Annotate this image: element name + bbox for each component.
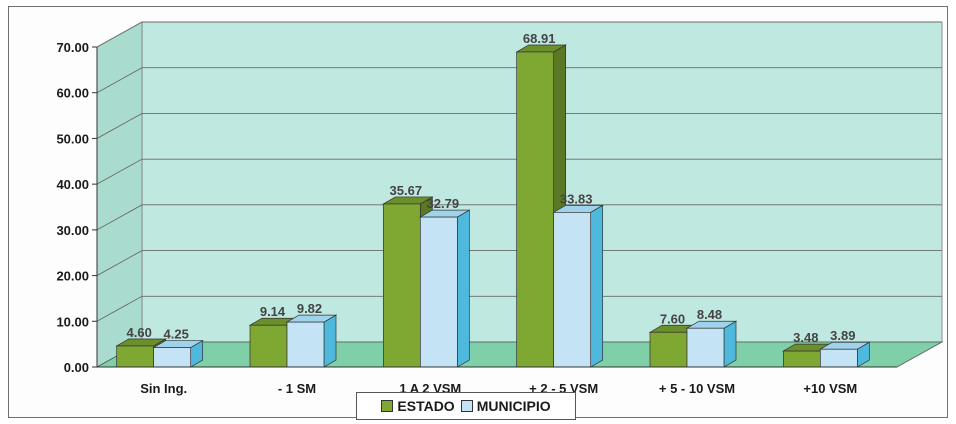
data-label-estado: 9.14 [260,304,286,319]
gridline [96,158,942,185]
bar-estado [249,324,288,368]
bar-municipio [286,321,325,368]
legend: ESTADO MUNICIPIO [356,392,576,420]
y-tick-label: 10.00 [56,314,89,329]
data-label-municipio: 33.83 [560,191,593,206]
gridline [96,112,942,139]
chart-frame: 0.00 10.00 20.00 30.00 40.00 50.00 60.00 70.00 4… [8,6,948,418]
gridline [96,67,942,94]
data-label-estado: 7.60 [660,311,685,326]
data-label-estado: 68.91 [523,31,556,46]
legend-label-municipio: MUNICIPIO [476,398,551,414]
x-category-label: Sin Ing. [140,381,187,396]
data-label-estado: 35.67 [390,183,423,198]
bar-estado [116,345,155,368]
legend-swatch-municipio [460,400,473,412]
gridline [96,295,942,322]
legend-swatch-estado [381,400,394,412]
y-tick-label: 50.00 [56,131,89,146]
y-tick-label: 60.00 [56,86,89,101]
bar-estado [782,350,821,368]
bar-municipio [686,327,725,368]
data-label-municipio: 4.25 [164,327,189,342]
data-label-municipio: 3.89 [830,328,855,343]
gridline [96,21,942,48]
data-label-municipio: 9.82 [297,301,322,316]
data-label-municipio: 32.79 [427,196,460,211]
bar-municipio [153,347,192,368]
bar-side-municipio [323,314,337,368]
bar-side-municipio [723,320,737,368]
legend-item-municipio: MUNICIPIO [460,398,551,414]
gridline [96,250,942,276]
data-label-municipio: 8.48 [697,307,722,322]
y-tick-label: 20.00 [56,269,89,284]
gridline [96,204,942,231]
bar-municipio [819,348,858,368]
y-tick-label: 0.00 [64,360,89,375]
bar-estado [382,203,421,368]
x-category-label: +10 VSM [803,381,857,396]
bar-side-municipio [590,204,604,368]
bar-municipio [553,211,592,368]
data-label-estado: 4.60 [127,325,152,340]
x-category-label: + 5 - 10 VSM [659,381,735,396]
legend-item-estado: ESTADO [381,398,455,414]
bar-estado [649,331,688,368]
data-label-estado: 3.48 [793,330,818,345]
bar-chart: 0.00 10.00 20.00 30.00 40.00 50.00 60.00 70.00 4… [56,21,944,396]
chart-side-wall [96,21,143,368]
y-tick-label: 70.00 [56,40,89,55]
bar-estado [516,51,555,368]
x-category-label: - 1 SM [278,381,316,396]
bar-side-municipio [456,209,470,368]
legend-label-estado: ESTADO [397,398,455,414]
y-tick-label: 40.00 [56,177,89,192]
y-tick-label: 30.00 [56,223,89,238]
bar-municipio [419,216,458,368]
